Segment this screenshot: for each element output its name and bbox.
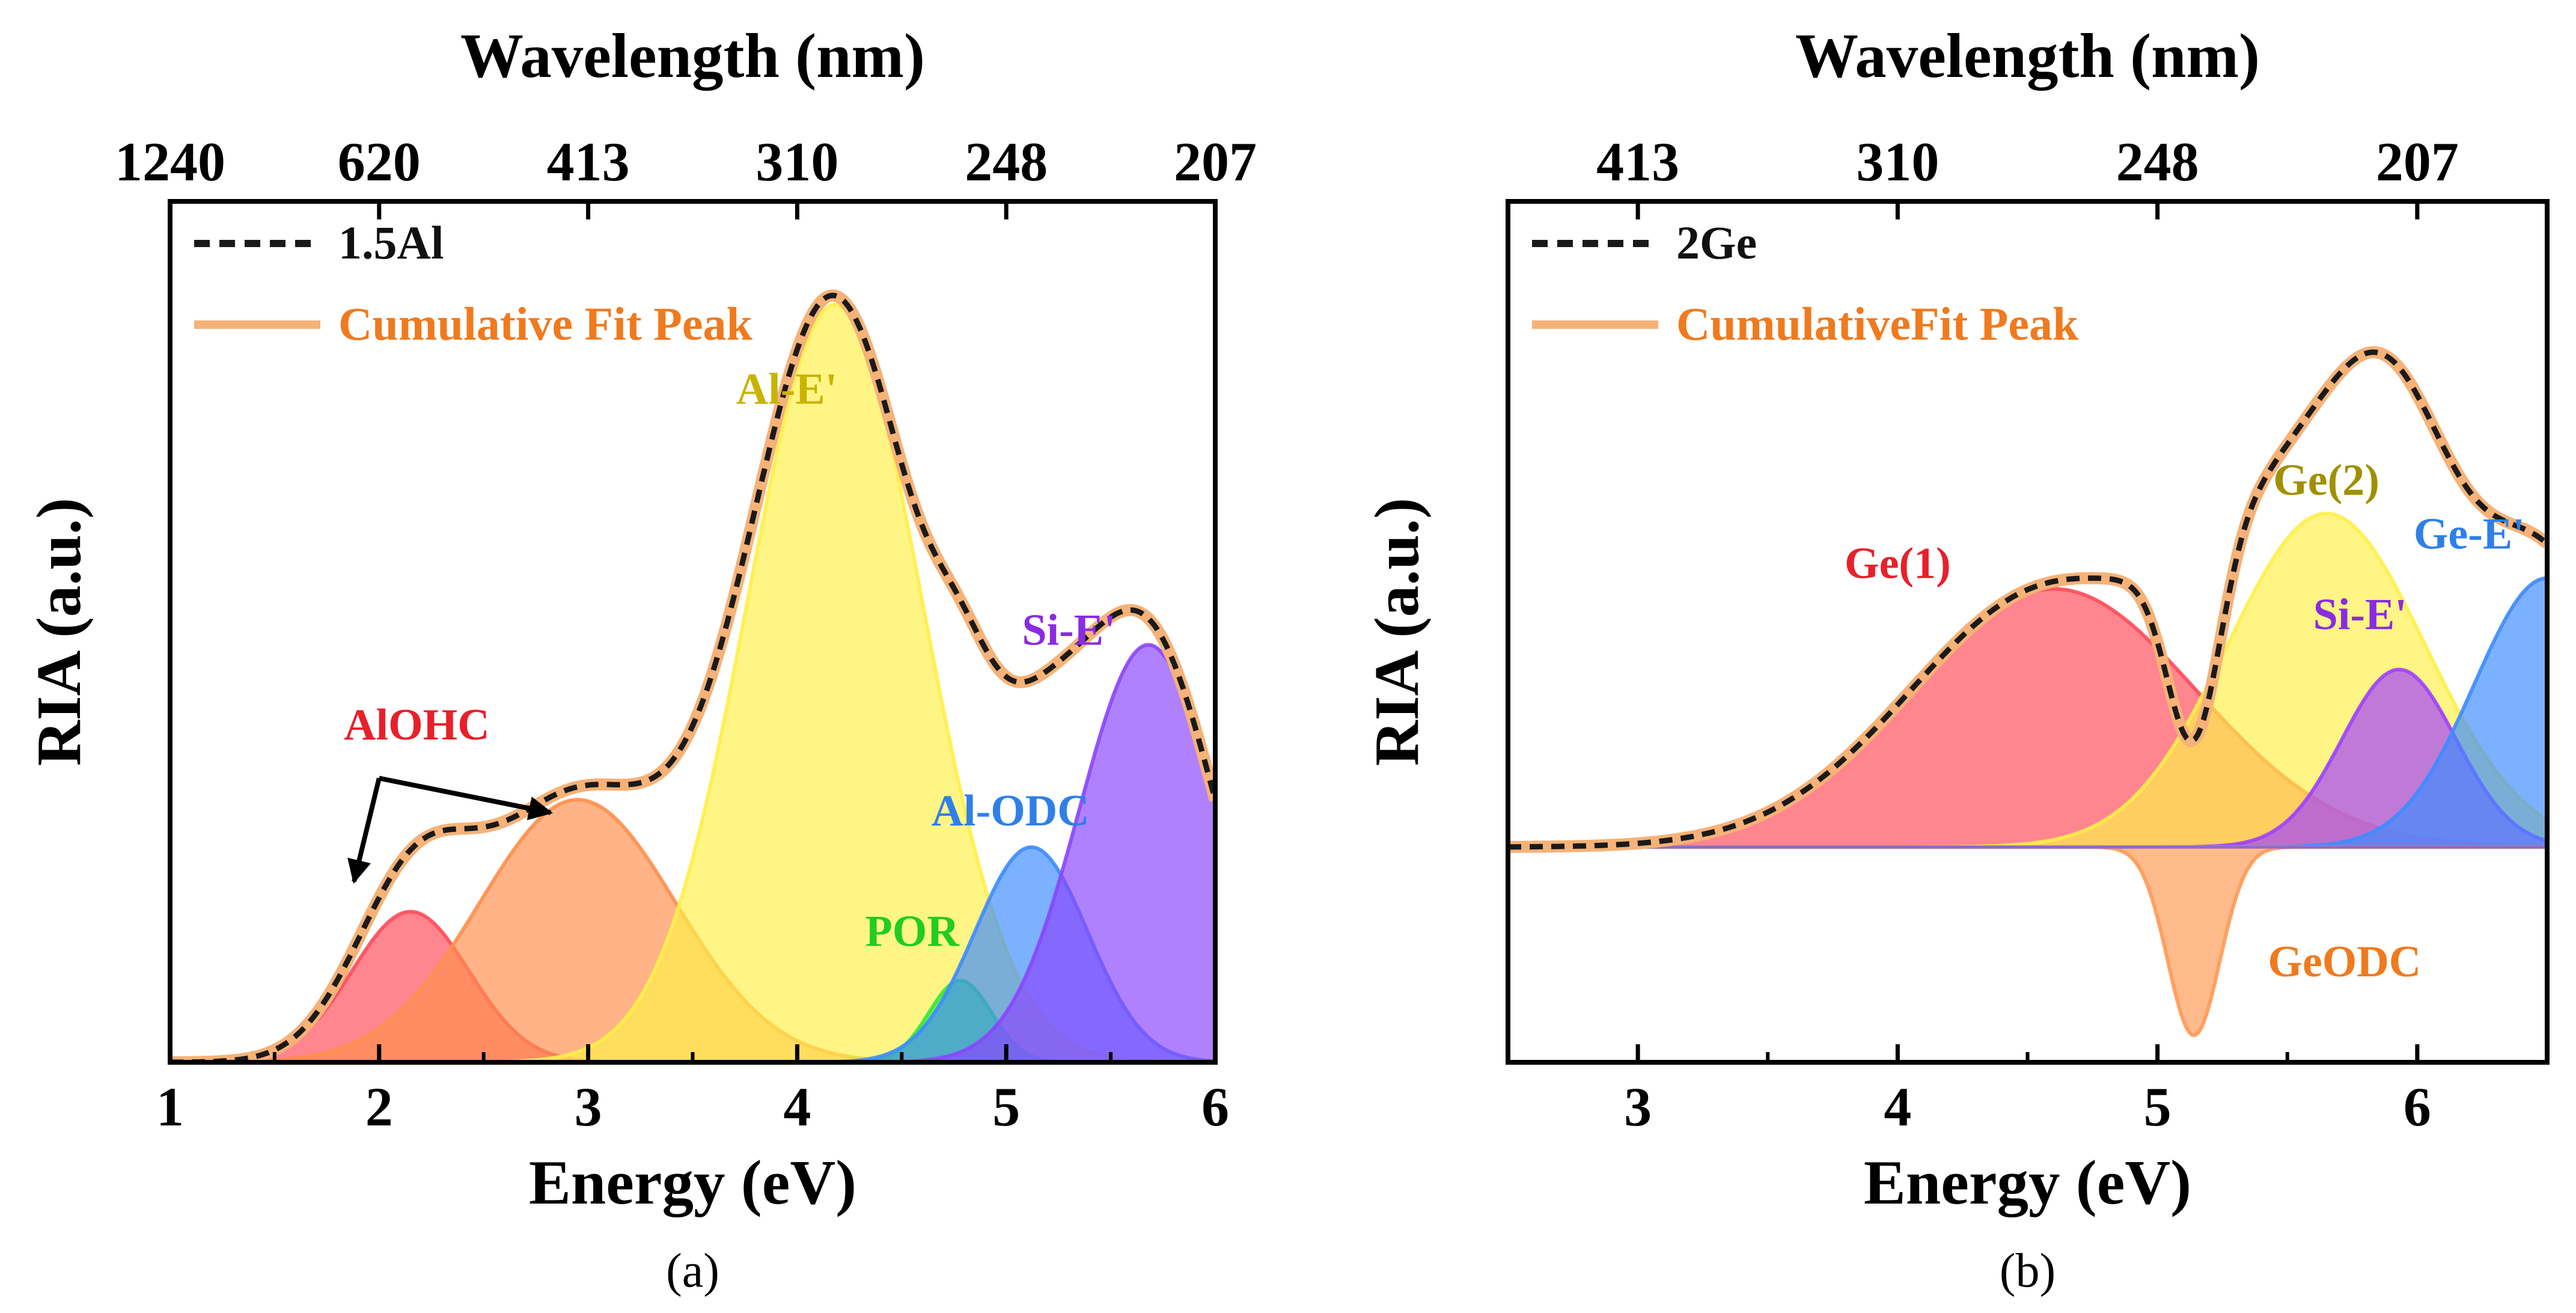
top-tick-label: 1240 bbox=[115, 131, 225, 192]
plot-area bbox=[170, 289, 1215, 1062]
x-tick-label: 3 bbox=[1624, 1076, 1652, 1137]
plot-area bbox=[1508, 346, 2547, 1037]
top-tick-label: 310 bbox=[755, 131, 838, 192]
x-tick-label: 1 bbox=[156, 1076, 184, 1137]
panel-caption: (b) bbox=[2000, 1244, 2056, 1297]
top-tick-label: 248 bbox=[965, 131, 1048, 192]
peak-label: Ge-E' bbox=[2414, 509, 2525, 559]
y-axis-title: RIA (a.u.) bbox=[1361, 498, 1432, 766]
annotation-arrow bbox=[347, 777, 382, 884]
panel-b: 3 4 5 6 413 310 248 207 Energy (eV) Wavelength (n… bbox=[1361, 20, 2550, 1297]
y-axis-title: RIA (a.u.) bbox=[23, 498, 94, 766]
peak-label: AlOHC bbox=[344, 700, 490, 750]
panel-a: 1 2 3 4 5 6 1240 620 413 310 248 207 Energy (eV) Wave… bbox=[23, 20, 1257, 1297]
x-tick-label: 4 bbox=[783, 1076, 811, 1137]
x-tick-label: 5 bbox=[2144, 1076, 2172, 1137]
x-tick-label: 6 bbox=[2404, 1076, 2431, 1137]
peak-label: GeODC bbox=[2268, 937, 2421, 987]
legend-label-0: 2Ge bbox=[1676, 216, 1757, 269]
peak-label: Si-E' bbox=[2313, 590, 2407, 640]
x-tick-label: 3 bbox=[575, 1076, 602, 1137]
peak-label: Si-E' bbox=[1022, 605, 1116, 655]
peak-label: POR bbox=[865, 907, 960, 956]
legend-label-1: Cumulative Fit Peak bbox=[338, 298, 753, 350]
top-tick-label: 413 bbox=[1596, 131, 1679, 192]
legend-label-0: 1.5Al bbox=[338, 216, 444, 269]
x-tick-label: 4 bbox=[1884, 1076, 1911, 1137]
top-axis-title: Wavelength (nm) bbox=[1795, 20, 2260, 91]
top-tick-label: 620 bbox=[338, 131, 421, 192]
measured-dashed-line bbox=[1508, 349, 2547, 850]
panel-caption: (a) bbox=[666, 1244, 719, 1297]
peak-label: Ge(2) bbox=[2273, 456, 2379, 505]
top-tick-label: 413 bbox=[547, 131, 630, 192]
top-axis-title: Wavelength (nm) bbox=[460, 20, 925, 91]
peak-label: Ge(1) bbox=[1845, 539, 1951, 589]
x-tick-label: 6 bbox=[1201, 1076, 1229, 1137]
top-tick-label: 207 bbox=[2376, 131, 2459, 192]
top-tick-label: 207 bbox=[1174, 131, 1257, 192]
peak-label: Al-ODC bbox=[932, 786, 1090, 836]
peak-label: Al-E' bbox=[736, 365, 838, 414]
x-axis-title: Energy (eV) bbox=[1864, 1147, 2191, 1217]
x-tick-label: 5 bbox=[992, 1076, 1020, 1137]
top-tick-label: 248 bbox=[2116, 131, 2199, 192]
peak-si-e- bbox=[170, 643, 1215, 1062]
measured-dashed-line bbox=[170, 292, 1215, 1062]
annotation-arrow bbox=[379, 776, 553, 821]
x-tick-label: 2 bbox=[365, 1076, 393, 1137]
peak-al-odc bbox=[170, 845, 1215, 1062]
x-axis-title: Energy (eV) bbox=[529, 1147, 856, 1217]
legend-label-1: CumulativeFit Peak bbox=[1676, 298, 2079, 350]
top-tick-label: 310 bbox=[1856, 131, 1939, 192]
